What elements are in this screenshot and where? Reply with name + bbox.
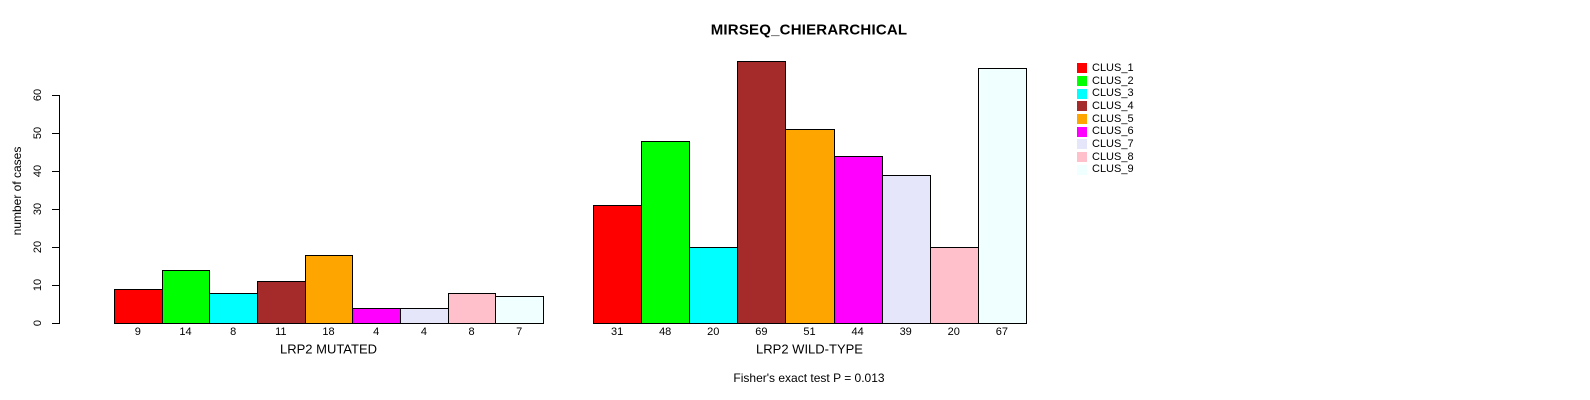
bar-clus_1-group1 bbox=[114, 289, 163, 324]
bar-value-label: 18 bbox=[322, 326, 335, 338]
group-x-label: LRP2 MUTATED bbox=[279, 341, 378, 357]
y-axis-tick-label: 30 bbox=[32, 202, 44, 216]
legend-item-clus_2: CLUS_2 bbox=[1077, 75, 1134, 88]
legend-item-clus_5: CLUS_5 bbox=[1077, 113, 1134, 126]
bar-value-label: 8 bbox=[230, 326, 237, 338]
bar-clus_8-group1 bbox=[448, 293, 496, 324]
legend-swatch-clus_4 bbox=[1077, 101, 1087, 112]
y-axis-tick bbox=[52, 209, 59, 210]
legend-item-clus_7: CLUS_7 bbox=[1077, 138, 1134, 151]
bar-value-label: 44 bbox=[851, 326, 864, 338]
bar-clus_4-group2 bbox=[737, 61, 786, 324]
bar-value-label: 4 bbox=[420, 326, 427, 338]
y-axis-tick bbox=[52, 247, 59, 248]
y-axis-line bbox=[59, 95, 60, 324]
bar-value-label: 31 bbox=[610, 326, 624, 338]
legend-swatch-clus_7 bbox=[1077, 139, 1087, 150]
y-axis-tick-label: 10 bbox=[32, 278, 44, 292]
bar-clus_2-group1 bbox=[162, 270, 210, 324]
chart-title: MIRSEQ_CHIERARCHICAL bbox=[710, 21, 908, 39]
bar-clus_3-group2 bbox=[689, 247, 738, 324]
legend-swatch-clus_1 bbox=[1077, 63, 1087, 74]
legend-label: CLUS_4 bbox=[1092, 99, 1134, 112]
bar-clus_7-group1 bbox=[400, 308, 449, 324]
bar-value-label: 20 bbox=[947, 326, 960, 338]
bar-value-label: 8 bbox=[468, 326, 475, 338]
fisher-test-note: Fisher's exact test P = 0.013 bbox=[733, 371, 885, 385]
y-axis-label: number of cases bbox=[10, 146, 24, 236]
bar-value-label: 20 bbox=[707, 326, 720, 338]
bar-clus_3-group1 bbox=[209, 293, 258, 324]
bar-clus_4-group1 bbox=[257, 281, 306, 324]
bar-clus_1-group2 bbox=[593, 205, 642, 324]
y-axis-tick bbox=[52, 133, 59, 134]
bar-value-label: 7 bbox=[516, 326, 523, 338]
legend-label: CLUS_5 bbox=[1092, 112, 1134, 125]
bar-clus_9-group2 bbox=[978, 68, 1027, 324]
legend-swatch-clus_6 bbox=[1077, 126, 1087, 137]
bar-clus_2-group2 bbox=[641, 141, 690, 324]
legend-label: CLUS_1 bbox=[1092, 61, 1134, 74]
legend-label: CLUS_2 bbox=[1092, 74, 1134, 87]
bar-value-label: 51 bbox=[803, 326, 816, 338]
legend-item-clus_8: CLUS_8 bbox=[1077, 151, 1134, 164]
legend-label: CLUS_7 bbox=[1092, 137, 1134, 150]
y-axis-tick-label: 40 bbox=[32, 164, 44, 178]
bar-clus_5-group1 bbox=[305, 255, 353, 324]
legend-item-clus_6: CLUS_6 bbox=[1077, 125, 1134, 138]
bar-clus_6-group1 bbox=[352, 308, 401, 324]
y-axis-tick bbox=[52, 285, 59, 286]
y-axis-tick-label: 60 bbox=[32, 88, 44, 102]
bar-value-label: 67 bbox=[995, 326, 1009, 338]
bar-clus_6-group2 bbox=[834, 156, 883, 324]
bar-clus_7-group2 bbox=[882, 175, 931, 324]
legend-label: CLUS_9 bbox=[1092, 163, 1134, 176]
bar-value-label: 9 bbox=[134, 326, 141, 338]
group-x-label: LRP2 WILD-TYPE bbox=[756, 341, 863, 357]
legend-label: CLUS_3 bbox=[1092, 87, 1134, 100]
bar-clus_5-group2 bbox=[785, 129, 835, 324]
bar-value-label: 4 bbox=[373, 326, 380, 338]
legend-item-clus_9: CLUS_9 bbox=[1077, 164, 1134, 177]
bar-clus_9-group1 bbox=[495, 296, 544, 324]
bar-value-label: 69 bbox=[755, 326, 768, 338]
bar-value-label: 11 bbox=[275, 326, 287, 338]
y-axis-tick bbox=[52, 171, 59, 172]
legend-swatch-clus_3 bbox=[1077, 88, 1087, 99]
y-axis-tick bbox=[52, 95, 59, 96]
y-axis-tick-label: 20 bbox=[32, 240, 44, 254]
legend-swatch-clus_9 bbox=[1077, 164, 1087, 175]
legend-swatch-clus_2 bbox=[1077, 76, 1087, 87]
legend-swatch-clus_5 bbox=[1077, 114, 1087, 125]
legend-label: CLUS_6 bbox=[1092, 125, 1134, 138]
legend-label: CLUS_8 bbox=[1092, 150, 1134, 163]
legend-item-clus_1: CLUS_1 bbox=[1077, 62, 1134, 75]
bar-value-label: 14 bbox=[179, 326, 192, 338]
y-axis-tick-label: 0 bbox=[32, 319, 44, 327]
bar-clus_8-group2 bbox=[930, 247, 979, 324]
bar-value-label: 39 bbox=[899, 326, 912, 338]
legend-item-clus_3: CLUS_3 bbox=[1077, 87, 1134, 100]
legend-swatch-clus_8 bbox=[1077, 152, 1087, 163]
legend-item-clus_4: CLUS_4 bbox=[1077, 100, 1134, 113]
legend: CLUS_1 CLUS_2 CLUS_3 CLUS_4 CLUS_5 CLUS_6 CLUS… bbox=[1077, 62, 1134, 176]
y-axis-tick-label: 50 bbox=[32, 126, 44, 140]
bar-value-label: 48 bbox=[659, 326, 672, 338]
y-axis-tick bbox=[52, 323, 59, 324]
